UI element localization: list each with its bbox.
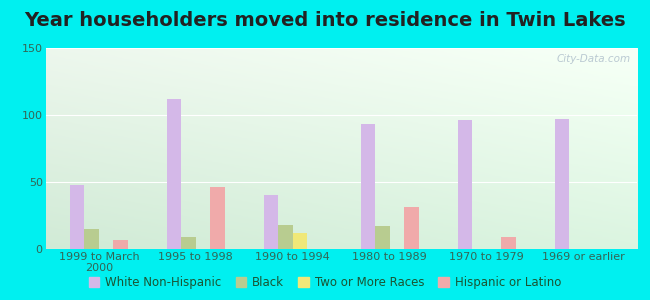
Text: City-Data.com: City-Data.com [557, 54, 631, 64]
Bar [84, 229, 99, 249]
Bar [501, 237, 516, 249]
Bar [458, 120, 472, 249]
Bar [278, 225, 292, 249]
Bar [264, 195, 278, 249]
Bar [554, 119, 569, 249]
Bar [113, 240, 128, 249]
Bar [181, 237, 196, 249]
Bar [166, 99, 181, 249]
Bar [70, 185, 84, 249]
Bar [211, 188, 225, 249]
Text: Year householders moved into residence in Twin Lakes: Year householders moved into residence i… [24, 11, 626, 29]
Bar [361, 124, 375, 249]
Bar [292, 233, 307, 249]
Bar [404, 208, 419, 249]
Bar [375, 226, 390, 249]
Legend: White Non-Hispanic, Black, Two or More Races, Hispanic or Latino: White Non-Hispanic, Black, Two or More R… [85, 272, 565, 292]
